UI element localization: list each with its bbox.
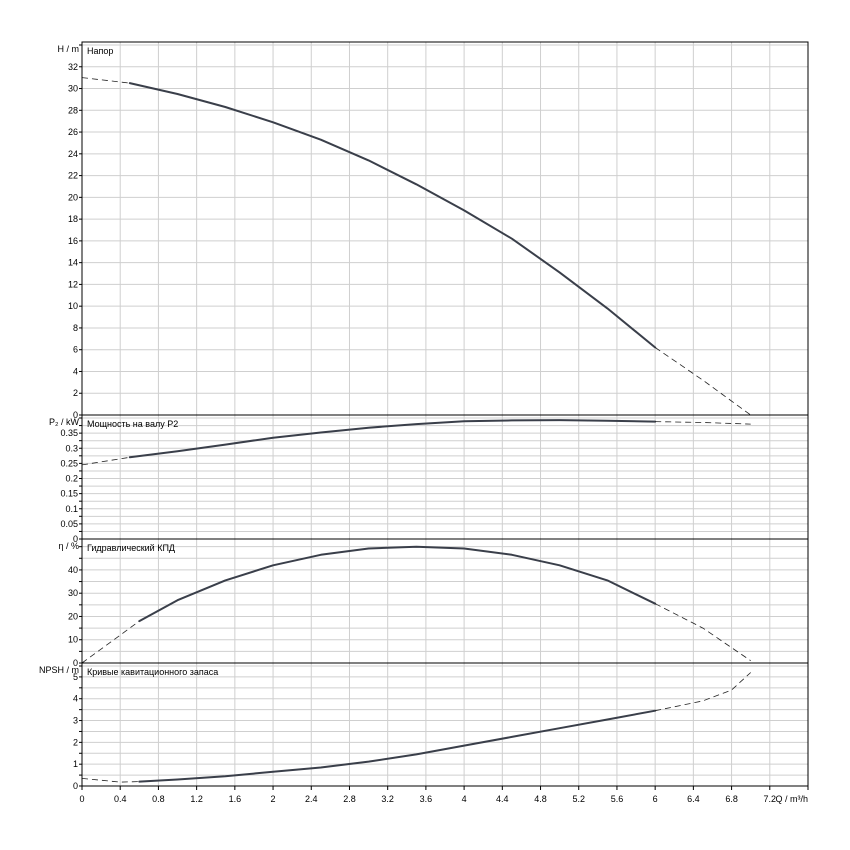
- plot-frame: [81, 41, 809, 787]
- grid-layer: [82, 42, 808, 786]
- y-tick-label: 10: [68, 301, 78, 311]
- y-tick-label: 28: [68, 105, 78, 115]
- y-tick-label: 5: [73, 672, 78, 682]
- x-tick-label: 5.2: [572, 794, 585, 804]
- y-tick-label: 20: [68, 611, 78, 621]
- frame-layer: [79, 41, 809, 790]
- x-tick-label: 4.8: [534, 794, 547, 804]
- x-tick-label: 6.4: [687, 794, 700, 804]
- x-tick-label: 3.6: [420, 794, 433, 804]
- y-tick-label: 18: [68, 214, 78, 224]
- x-tick-label: 1.6: [229, 794, 242, 804]
- y-tick-label: 2: [73, 388, 78, 398]
- y-tick-label: 14: [68, 258, 78, 268]
- x-tick-label: 4: [462, 794, 467, 804]
- y-tick-label: 4: [73, 694, 78, 704]
- curve-extrapolated-right: [654, 347, 751, 416]
- y-tick-label: 22: [68, 171, 78, 181]
- y-tick-label: 26: [68, 127, 78, 137]
- x-tick-label: 5.6: [611, 794, 624, 804]
- x-tick-label: 0: [79, 794, 84, 804]
- curve-extrapolated-left: [81, 456, 130, 466]
- y-tick-label: 3: [73, 716, 78, 726]
- y-tick-label: 24: [68, 149, 78, 159]
- y-tick-label: 4: [73, 366, 78, 376]
- panel-title: Мощность на валу P2: [87, 419, 178, 429]
- y-axis-label: η / %: [58, 541, 79, 551]
- y-axis-label: H / m: [58, 44, 80, 54]
- curve-power: [128, 419, 657, 459]
- y-tick-label: 10: [68, 635, 78, 645]
- panel-title: Гидравлический КПД: [87, 543, 175, 553]
- y-axis-label: P₂ / kW: [49, 417, 79, 427]
- x-tick-label: 2.4: [305, 794, 318, 804]
- panel-title: Напор: [87, 46, 113, 56]
- y-tick-label: 0.05: [60, 519, 78, 529]
- y-tick-label: 6: [73, 345, 78, 355]
- curve-extrapolated-left: [81, 620, 140, 664]
- x-tick-label: 1.2: [190, 794, 203, 804]
- x-tick-label: 2.8: [343, 794, 356, 804]
- y-tick-label: 0: [73, 658, 78, 668]
- x-tick-label: 0.8: [152, 794, 165, 804]
- panel-title: Кривые кавитационного запаса: [87, 667, 218, 677]
- y-tick-label: 2: [73, 737, 78, 747]
- y-axis-label: NPSH / m: [39, 665, 79, 675]
- y-tick-label: 30: [68, 84, 78, 94]
- y-tick-label: 0: [73, 410, 78, 420]
- y-tick-label: 0.25: [60, 458, 78, 468]
- y-tick-label: 16: [68, 236, 78, 246]
- y-tick-label: 0: [73, 534, 78, 544]
- curve-extrapolated-left: [81, 77, 130, 84]
- curve-extrapolated-right: [655, 603, 751, 662]
- y-tick-label: 32: [68, 62, 78, 72]
- y-tick-label: 40: [68, 565, 78, 575]
- x-tick-label: 3.2: [381, 794, 394, 804]
- x-tick-label: 7.2: [764, 794, 777, 804]
- x-axis-label: Q / m³/h: [775, 794, 808, 804]
- x-tick-label: 6: [653, 794, 658, 804]
- y-tick-label: 0.35: [60, 428, 78, 438]
- curve-extrapolated-left: [81, 778, 140, 783]
- curve-extrapolated-right: [655, 672, 751, 712]
- y-tick-label: 30: [68, 588, 78, 598]
- x-tick-label: 6.8: [725, 794, 738, 804]
- y-tick-label: 0.1: [65, 504, 78, 514]
- curves-layer: [81, 77, 751, 783]
- y-tick-label: 0: [73, 781, 78, 791]
- x-tick-label: 0.4: [114, 794, 127, 804]
- curve-efficiency: [138, 545, 657, 623]
- y-tick-label: 0.2: [65, 474, 78, 484]
- y-tick-label: 12: [68, 279, 78, 289]
- y-tick-label: 0.3: [65, 443, 78, 453]
- y-tick-label: 8: [73, 323, 78, 333]
- curve-head: [128, 82, 657, 349]
- curve-npsh: [138, 709, 657, 783]
- x-tick-label: 2: [271, 794, 276, 804]
- y-tick-label: 20: [68, 192, 78, 202]
- curve-extrapolated-right: [655, 421, 751, 425]
- x-tick-label: 4.4: [496, 794, 509, 804]
- y-tick-label: 1: [73, 759, 78, 769]
- y-tick-label: 0.15: [60, 489, 78, 499]
